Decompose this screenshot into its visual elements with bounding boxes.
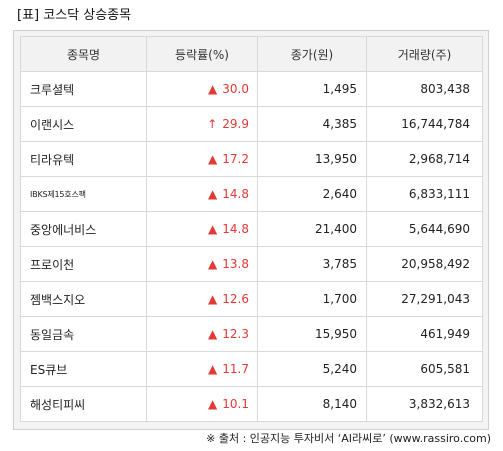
header-volume: 거래량(주) [366, 36, 483, 72]
trade-volume: 461,949 [366, 316, 483, 352]
change-rate: 30.0 [222, 82, 249, 96]
stock-name: 젬백스지오 [20, 281, 147, 317]
closing-price: 1,700 [257, 281, 367, 317]
change-rate: 17.2 [222, 152, 249, 166]
trade-volume: 3,832,613 [366, 386, 483, 422]
up-triangle-icon: ▲ [208, 152, 218, 166]
table-row: 해성티피씨 ▲ 10.1 8,140 3,832,613 [20, 386, 483, 422]
change-rate: 12.3 [222, 327, 249, 341]
change-rate: 10.1 [222, 397, 249, 411]
change-rate-cell: ↑ 29.9 [146, 106, 258, 142]
change-rate: 13.8 [222, 257, 249, 271]
table-row: ES큐브 ▲ 11.7 5,240 605,581 [20, 351, 483, 387]
change-rate-cell: ▲ 14.8 [146, 176, 258, 212]
table-row: 크루셜텍 ▲ 30.0 1,495 803,438 [20, 71, 483, 107]
change-rate: 12.6 [222, 292, 249, 306]
change-rate-cell: ▲ 12.6 [146, 281, 258, 317]
trade-volume: 16,744,784 [366, 106, 483, 142]
change-rate-cell: ▲ 30.0 [146, 71, 258, 107]
table-header-row: 종목명 등락률(%) 종가(원) 거래량(주) [20, 36, 483, 72]
up-triangle-icon: ▲ [208, 222, 218, 236]
table-row: 중앙에너비스 ▲ 14.8 21,400 5,644,690 [20, 211, 483, 247]
change-rate: 14.8 [222, 222, 249, 236]
stock-name: 티라유텍 [20, 141, 147, 177]
closing-price: 13,950 [257, 141, 367, 177]
closing-price: 3,785 [257, 246, 367, 282]
trade-volume: 27,291,043 [366, 281, 483, 317]
trade-volume: 20,958,492 [366, 246, 483, 282]
stock-name: 해성티피씨 [20, 386, 147, 422]
header-name: 종목명 [20, 36, 147, 72]
header-rate: 등락률(%) [146, 36, 258, 72]
trade-volume: 2,968,714 [366, 141, 483, 177]
table-row: 동일금속 ▲ 12.3 15,950 461,949 [20, 316, 483, 352]
trade-volume: 6,833,111 [366, 176, 483, 212]
stock-table: 종목명 등락률(%) 종가(원) 거래량(주) 크루셜텍 ▲ 30.0 1,495… [20, 36, 483, 422]
change-rate-cell: ▲ 14.8 [146, 211, 258, 247]
change-rate-cell: ▲ 12.3 [146, 316, 258, 352]
closing-price: 5,240 [257, 351, 367, 387]
stock-name: 중앙에너비스 [20, 211, 147, 247]
table-row: 이랜시스 ↑ 29.9 4,385 16,744,784 [20, 106, 483, 142]
trade-volume: 803,438 [366, 71, 483, 107]
table-row: 티라유텍 ▲ 17.2 13,950 2,968,714 [20, 141, 483, 177]
trade-volume: 5,644,690 [366, 211, 483, 247]
stock-name: 동일금속 [20, 316, 147, 352]
source-note: ※ 출처 : 인공지능 투자비서 ‘AI라씨로’ (www.rassiro.co… [206, 432, 491, 445]
up-triangle-icon: ▲ [208, 187, 218, 201]
table-frame: 종목명 등락률(%) 종가(원) 거래량(주) 크루셜텍 ▲ 30.0 1,495… [13, 30, 489, 430]
page-title: [표] 코스닥 상승종목 [17, 8, 132, 23]
closing-price: 15,950 [257, 316, 367, 352]
stock-name: IBKS제15호스팩 [20, 176, 147, 212]
trade-volume: 605,581 [366, 351, 483, 387]
table-row: 젬백스지오 ▲ 12.6 1,700 27,291,043 [20, 281, 483, 317]
change-rate: 29.9 [222, 117, 249, 131]
stock-name: 이랜시스 [20, 106, 147, 142]
closing-price: 21,400 [257, 211, 367, 247]
up-triangle-icon: ▲ [208, 327, 218, 341]
change-rate-cell: ▲ 17.2 [146, 141, 258, 177]
header-price: 종가(원) [257, 36, 367, 72]
table-row: IBKS제15호스팩 ▲ 14.8 2,640 6,833,111 [20, 176, 483, 212]
up-triangle-icon: ▲ [208, 292, 218, 306]
up-triangle-icon: ▲ [208, 257, 218, 271]
up-triangle-icon: ▲ [208, 82, 218, 96]
change-rate: 11.7 [222, 362, 249, 376]
change-rate-cell: ▲ 11.7 [146, 351, 258, 387]
closing-price: 1,495 [257, 71, 367, 107]
up-triangle-icon: ▲ [208, 397, 218, 411]
stock-name: ES큐브 [20, 351, 147, 387]
closing-price: 4,385 [257, 106, 367, 142]
closing-price: 2,640 [257, 176, 367, 212]
change-rate-cell: ▲ 10.1 [146, 386, 258, 422]
table-row: 프로이천 ▲ 13.8 3,785 20,958,492 [20, 246, 483, 282]
stock-name: 크루셜텍 [20, 71, 147, 107]
change-rate-cell: ▲ 13.8 [146, 246, 258, 282]
closing-price: 8,140 [257, 386, 367, 422]
up-arrow-icon: ↑ [207, 117, 218, 131]
up-triangle-icon: ▲ [208, 362, 218, 376]
stock-name: 프로이천 [20, 246, 147, 282]
change-rate: 14.8 [222, 187, 249, 201]
